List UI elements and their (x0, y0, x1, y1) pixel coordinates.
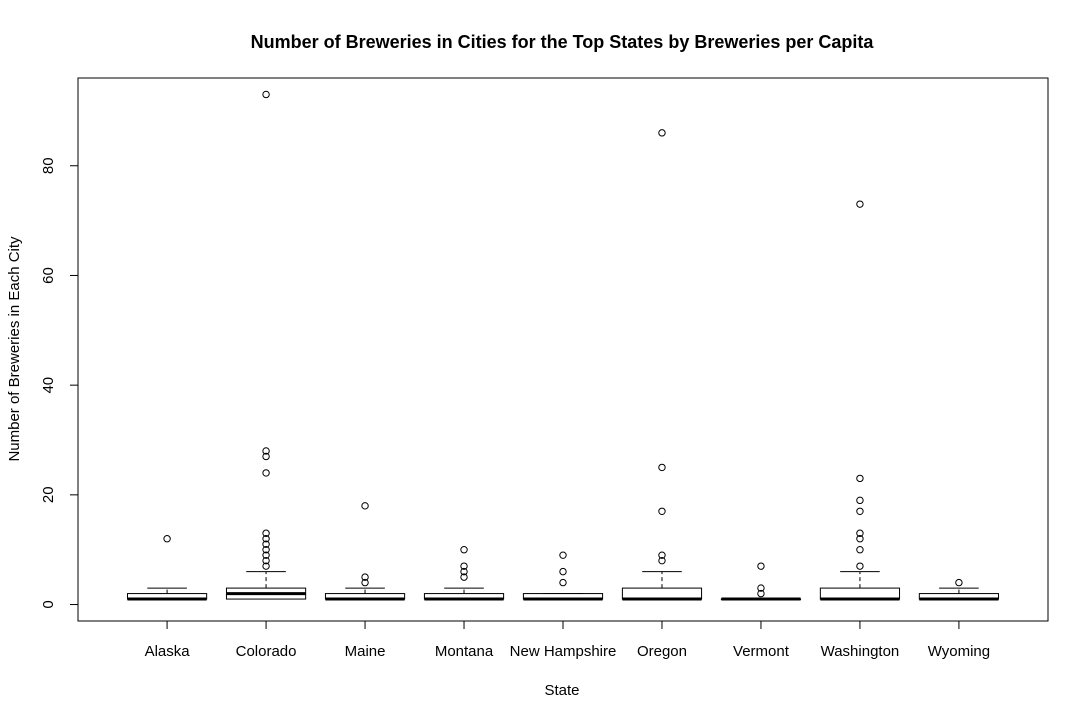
outlier-point (658, 129, 666, 137)
x-tick-label: Washington (821, 643, 900, 660)
outlier-point (460, 573, 468, 581)
outlier-point (658, 556, 666, 565)
box-series (126, 90, 1000, 601)
box-washington (819, 200, 901, 601)
outlier-point (460, 545, 468, 554)
x-tick-label: Alaska (145, 643, 191, 660)
outlier-point (361, 573, 369, 581)
outlier-point (856, 529, 864, 537)
outlier-point (559, 567, 567, 576)
outlier-point (262, 90, 270, 99)
x-tick-label: Wyoming (928, 643, 990, 660)
outlier-point (856, 545, 864, 554)
outlier-point (856, 496, 864, 505)
outlier-point (658, 507, 666, 516)
outlier-point (262, 447, 270, 455)
box-colorado (225, 90, 307, 600)
x-axis-label: State (544, 682, 579, 699)
outlier-point (361, 578, 369, 587)
y-tick-label: 60 (40, 267, 57, 284)
x-tick-label: New Hampshire (510, 643, 617, 660)
x-tick-label: Oregon (637, 643, 687, 660)
x-tick-label: Colorado (236, 643, 297, 660)
x-axis: Alaska Colorado Maine Montana New Hampshire O… (145, 620, 990, 660)
outlier-point (262, 556, 270, 565)
box-alaska (126, 535, 208, 601)
outlier-point (262, 452, 270, 461)
y-axis: 0 20 40 60 80 (40, 157, 79, 609)
chart-title: Number of Breweries in Cities for the To… (251, 32, 875, 52)
outlier-point (856, 507, 864, 516)
outlier-point (262, 551, 270, 559)
outlier-point (262, 540, 270, 548)
outlier-point (658, 551, 666, 559)
outlier-point (757, 562, 765, 570)
outlier-point (361, 502, 369, 510)
outlier-point (262, 535, 270, 543)
x-tick-label: Montana (435, 643, 494, 660)
outlier-point (262, 469, 270, 477)
x-tick-label: Vermont (733, 643, 790, 660)
outlier-point (757, 589, 765, 598)
outlier-point (559, 578, 567, 587)
y-axis-label: Number of Breweries in Each City (6, 236, 23, 462)
outlier-point (856, 474, 864, 483)
outlier-point (856, 562, 864, 570)
outlier-point (658, 463, 666, 472)
box-body (621, 587, 703, 600)
box-wyoming (918, 578, 1000, 601)
outlier-point (955, 578, 963, 587)
outlier-point (757, 584, 765, 592)
x-tick-label: Maine (345, 643, 386, 660)
y-tick-label: 20 (40, 486, 57, 503)
outlier-point (163, 535, 171, 543)
outlier-point (559, 551, 567, 559)
box-new-hampshire (522, 551, 604, 601)
y-tick-label: 80 (40, 157, 57, 174)
box-montana (423, 545, 505, 601)
y-tick-label: 40 (40, 377, 57, 394)
outlier-point (856, 535, 864, 543)
plot-area (77, 77, 1049, 622)
outlier-point (460, 562, 468, 570)
box-oregon (621, 129, 703, 601)
outlier-point (262, 562, 270, 570)
y-tick-label: 0 (40, 600, 57, 608)
box-maine (324, 502, 406, 601)
outlier-point (262, 545, 270, 554)
box-vermont (720, 562, 802, 601)
outlier-point (856, 200, 864, 208)
box-body (819, 587, 901, 600)
outlier-point (262, 529, 270, 537)
outlier-point (460, 567, 468, 576)
